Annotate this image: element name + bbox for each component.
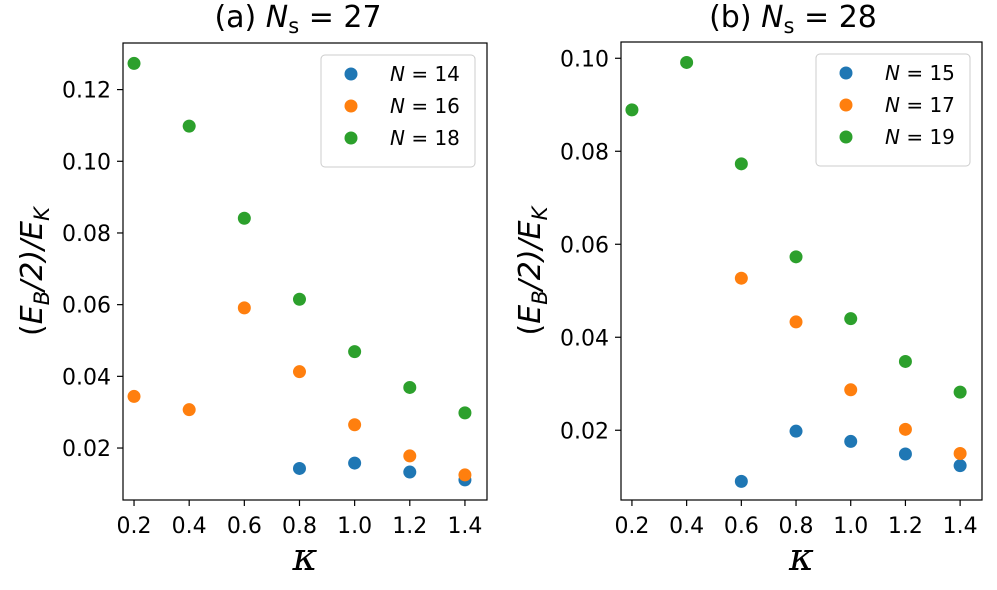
panel-a-point-18 (458, 406, 472, 420)
panel-a-x-tick-label: 0.2 (117, 514, 152, 539)
panel-a-y-tick-label: 0.06 (62, 294, 111, 319)
panel-b-point-17 (898, 422, 912, 436)
panel-a-y-tick-label: 0.08 (62, 222, 111, 247)
panel-a-legend-marker (344, 67, 358, 81)
panel-a-point-16 (182, 403, 196, 417)
panel-a-point-14 (292, 461, 306, 475)
panel-a-y-tick-label: 0.12 (62, 79, 111, 104)
panel-a-x-tick-label: 0.4 (172, 514, 207, 539)
panel-a-y-axis-label: (EB/2)/EK (15, 205, 54, 336)
panel-a-x-axis-label: κ (292, 535, 318, 579)
panel-b-legend-marker (839, 66, 853, 80)
panel-a-legend-marker (344, 99, 358, 113)
panel-b-y-tick-label: 0.04 (560, 326, 609, 351)
panel-b-point-17 (953, 447, 967, 461)
panel-b-point-19 (734, 157, 748, 171)
panel-b-point-19 (844, 312, 858, 326)
panel-a-point-18 (182, 119, 196, 133)
panel-a-point-16 (127, 389, 141, 403)
panel-b-point-17 (734, 271, 748, 285)
panel-b-point-15 (898, 447, 912, 461)
panel-b-point-19 (953, 385, 967, 399)
panel-b-x-tick-label: 0.4 (669, 514, 704, 539)
panel-a-x-tick-label: 1.4 (447, 514, 482, 539)
panel-a-point-18 (348, 345, 362, 359)
panel-a-axes-frame (122, 42, 488, 501)
panel-b-point-19 (625, 103, 639, 117)
panel-b-x-axis-label: κ (788, 535, 814, 579)
panel-a-legend-label: N = 16 (390, 94, 460, 118)
panel-b-point-15 (789, 424, 803, 438)
panel-b-y-axis-label: (EB/2)/EK (513, 204, 552, 335)
panel-b-y-tick-label: 0.08 (560, 140, 609, 165)
panel-b-point-19 (680, 55, 694, 69)
panel-a-title: (a) Ns = 27 (214, 0, 381, 38)
panel-b-legend (815, 53, 971, 167)
panel-b-point-15 (844, 434, 858, 448)
panel-a-point-16 (458, 468, 472, 482)
panel-b-title: (b) Ns = 28 (709, 0, 877, 38)
panel-b-x-tick-label: 0.6 (724, 514, 759, 539)
panel-b-y-tick-label: 0.10 (560, 47, 609, 72)
panel-b-x-tick-label: 0.8 (779, 514, 814, 539)
panel-a-point-16 (237, 301, 251, 315)
panel-a: 0.2 0.4 0.6 0.8 1.0 1.2 1.4 0.02 0.04 0.06 0.08 0.1… (15, 0, 488, 579)
panel-b-x-tick-label: 1.0 (833, 514, 868, 539)
panel-b-y-tick-label: 0.02 (560, 419, 609, 444)
panel-a-x-tick-label: 1.0 (337, 514, 372, 539)
panel-a-legend-label: N = 18 (390, 126, 460, 150)
panel-a-point-18 (403, 380, 417, 394)
panel-a-x-tick-label: 0.6 (227, 514, 262, 539)
panel-b-point-15 (734, 474, 748, 488)
panel-a-point-14 (403, 465, 417, 479)
panel-b-point-19 (789, 250, 803, 264)
panel-b-legend-marker (839, 98, 853, 112)
panel-a-legend (320, 54, 476, 168)
panel-a-point-14 (348, 456, 362, 470)
panel-a-y-tick-label: 0.02 (62, 437, 111, 462)
panel-b-y-tick-label: 0.06 (560, 233, 609, 258)
panel-b-point-15 (953, 459, 967, 473)
panel-a-x-tick-label: 0.8 (282, 514, 317, 539)
panel-a-point-18 (237, 211, 251, 225)
panel-a-point-16 (348, 418, 362, 432)
panel-b: 0.2 0.4 0.6 0.8 1.0 1.2 1.4 0.02 0.04 0.06 0.08 0.1… (513, 0, 983, 579)
panel-b-point-17 (789, 315, 803, 329)
panel-b-x-tick-label: 0.2 (614, 514, 649, 539)
panel-b-x-tick-label: 1.2 (888, 514, 923, 539)
panel-a-legend-marker (344, 131, 358, 145)
panel-b-legend-marker (839, 130, 853, 144)
panel-b-point-17 (844, 383, 858, 397)
panel-b-point-19 (898, 354, 912, 368)
panel-a-x-tick-label: 1.2 (392, 514, 427, 539)
panel-a-y-tick-label: 0.10 (62, 150, 111, 175)
panel-b-legend-label: N = 15 (885, 61, 955, 85)
panel-b-legend-label: N = 17 (885, 93, 955, 117)
panel-b-legend-label: N = 19 (885, 125, 955, 149)
panel-b-axes-frame (620, 41, 983, 501)
panel-b-x-tick-label: 1.4 (943, 514, 978, 539)
panel-a-legend-label: N = 14 (390, 62, 460, 86)
panel-a-point-18 (292, 292, 306, 306)
panel-a-y-tick-label: 0.04 (62, 365, 111, 390)
panel-a-point-18 (127, 56, 141, 70)
panel-a-point-16 (292, 365, 306, 379)
panel-a-point-16 (403, 449, 417, 463)
